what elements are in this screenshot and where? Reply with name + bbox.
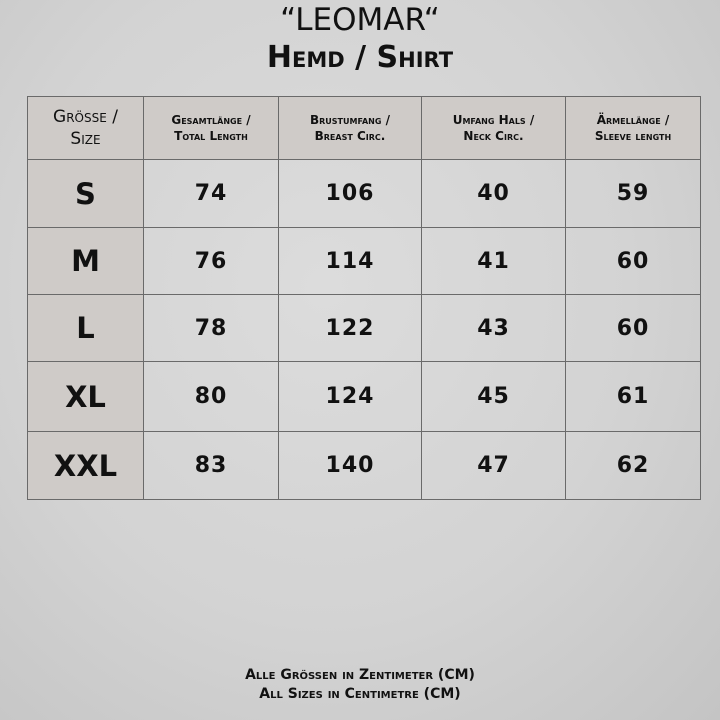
measurement-cell: 140 [278, 431, 422, 500]
measurement-cell: 59 [565, 159, 701, 228]
header-line: Breast Circ. [314, 129, 386, 143]
header-line: Neck Circ. [463, 129, 524, 143]
measurement-cell: 60 [565, 294, 701, 362]
column-header: Gesamtlänge / Total Length [143, 96, 279, 160]
column-header: Ärmellänge / Sleeve length [565, 96, 701, 160]
table-row: S 74 106 40 59 [27, 159, 701, 228]
header-line: Grösse / [53, 107, 118, 127]
header-line: Ärmellänge / [596, 113, 670, 127]
measurement-cell: 62 [565, 431, 701, 500]
measurement-cell: 41 [421, 227, 566, 295]
column-header: Brustumfang / Breast Circ. [278, 96, 422, 160]
header-line: Brustumfang / [309, 113, 391, 127]
column-header: Umfang Hals / Neck Circ. [421, 96, 566, 160]
measurement-cell: 45 [421, 361, 566, 432]
product-subtitle: Hemd / Shirt [266, 40, 454, 75]
header-line: Umfang Hals / [452, 113, 535, 127]
measurement-cell: 60 [565, 227, 701, 295]
size-cell: M [27, 227, 144, 295]
size-table: Grösse / Size Gesamtlänge / Total Length Bru… [27, 96, 701, 500]
table-row: XL 80 124 45 61 [27, 361, 701, 432]
header-row: Grösse / Size Gesamtlänge / Total Length Bru… [27, 96, 701, 160]
header-line: Size [70, 129, 101, 149]
footer-note-en: All Sizes in Centimetre (CM) [259, 686, 461, 702]
measurement-cell: 43 [421, 294, 566, 362]
table-row: XXL 83 140 47 62 [27, 431, 701, 500]
measurement-cell: 47 [421, 431, 566, 500]
column-header: Grösse / Size [27, 96, 144, 160]
measurement-cell: 106 [278, 159, 422, 228]
size-cell: XL [27, 361, 144, 432]
measurement-cell: 122 [278, 294, 422, 362]
header-line: Sleeve length [594, 129, 672, 143]
size-cell: S [27, 159, 144, 228]
product-title: “LEOMAR“ [280, 2, 440, 38]
measurement-cell: 114 [278, 227, 422, 295]
header-line: Gesamtlänge / [171, 113, 251, 127]
measurement-cell: 83 [143, 431, 279, 500]
measurement-cell: 80 [143, 361, 279, 432]
size-cell: XXL [27, 431, 144, 500]
table-row: M 76 114 41 60 [27, 227, 701, 295]
measurement-cell: 124 [278, 361, 422, 432]
header-line: Total Length [174, 129, 248, 143]
measurement-cell: 61 [565, 361, 701, 432]
size-cell: L [27, 294, 144, 362]
footer-note-de: Alle Grössen in Zentimeter (CM) [245, 667, 475, 683]
measurement-cell: 40 [421, 159, 566, 228]
measurement-cell: 78 [143, 294, 279, 362]
table-row: L 78 122 43 60 [27, 294, 701, 362]
measurement-cell: 74 [143, 159, 279, 228]
measurement-cell: 76 [143, 227, 279, 295]
